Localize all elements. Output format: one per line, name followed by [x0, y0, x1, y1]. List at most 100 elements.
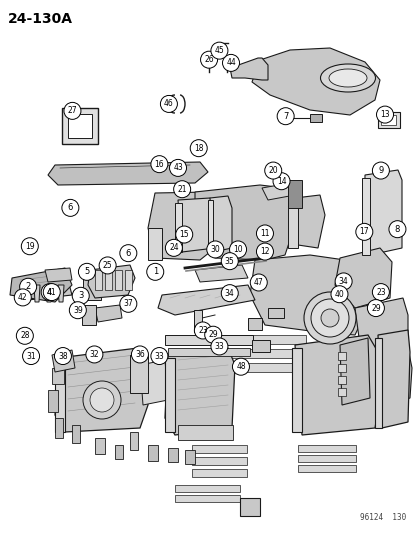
Polygon shape	[261, 183, 294, 200]
Polygon shape	[95, 305, 122, 322]
Ellipse shape	[328, 69, 366, 87]
Bar	[130, 432, 138, 450]
Text: 48: 48	[235, 362, 245, 371]
Bar	[192, 445, 247, 453]
Circle shape	[119, 295, 137, 312]
Circle shape	[16, 327, 33, 344]
Bar	[105, 270, 112, 290]
Bar	[218, 349, 305, 358]
Circle shape	[330, 286, 347, 303]
Polygon shape	[165, 348, 235, 435]
Bar	[218, 335, 305, 344]
Polygon shape	[287, 198, 297, 248]
Text: 17: 17	[358, 228, 368, 236]
Text: 28: 28	[20, 332, 29, 340]
Polygon shape	[52, 350, 75, 372]
Polygon shape	[294, 195, 324, 248]
Circle shape	[99, 257, 116, 274]
Circle shape	[165, 239, 182, 256]
Bar	[125, 270, 132, 290]
Bar	[130, 355, 147, 393]
Text: 10: 10	[233, 245, 242, 254]
Bar	[175, 485, 240, 492]
Text: 33: 33	[214, 342, 224, 351]
Circle shape	[232, 358, 249, 375]
Text: 38: 38	[58, 352, 68, 360]
Circle shape	[14, 289, 31, 306]
Circle shape	[222, 54, 239, 71]
Text: 39: 39	[73, 306, 83, 314]
Circle shape	[72, 287, 89, 304]
Polygon shape	[10, 268, 72, 302]
Bar	[192, 469, 247, 477]
Circle shape	[175, 226, 192, 243]
Bar	[168, 448, 178, 462]
Text: 3: 3	[78, 292, 83, 300]
Bar	[337, 352, 345, 360]
Circle shape	[19, 278, 37, 295]
Bar	[82, 305, 96, 325]
Bar	[194, 310, 202, 332]
Polygon shape	[18, 280, 72, 300]
Bar	[240, 498, 259, 516]
Polygon shape	[147, 192, 214, 260]
Text: 6: 6	[68, 204, 73, 212]
Text: 33: 33	[154, 352, 164, 360]
Text: 96124  130: 96124 130	[359, 513, 405, 522]
Text: 40: 40	[334, 290, 344, 298]
Text: 25: 25	[102, 261, 112, 270]
Circle shape	[276, 108, 294, 125]
Text: 26: 26	[204, 55, 214, 64]
Text: 1: 1	[152, 268, 157, 276]
Text: 37: 37	[123, 300, 133, 308]
Circle shape	[22, 348, 40, 365]
Circle shape	[366, 300, 384, 317]
Circle shape	[21, 238, 38, 255]
Text: 34: 34	[224, 289, 234, 297]
Circle shape	[160, 95, 177, 112]
Polygon shape	[55, 358, 65, 432]
Polygon shape	[384, 348, 411, 405]
Circle shape	[334, 273, 351, 290]
Polygon shape	[140, 360, 168, 405]
Circle shape	[256, 225, 273, 242]
Bar	[218, 363, 305, 372]
Circle shape	[264, 162, 281, 179]
Bar	[192, 457, 247, 465]
Text: 27: 27	[67, 107, 77, 115]
Text: 24-130A: 24-130A	[8, 12, 73, 26]
Polygon shape	[34, 285, 40, 302]
Ellipse shape	[320, 64, 375, 92]
Bar	[175, 495, 240, 502]
Polygon shape	[45, 268, 72, 282]
Bar	[380, 115, 395, 125]
Circle shape	[256, 243, 273, 260]
Text: 7: 7	[282, 112, 287, 120]
Circle shape	[375, 106, 393, 123]
Bar	[297, 445, 355, 452]
Text: 29: 29	[370, 304, 380, 312]
Bar	[287, 180, 301, 208]
Circle shape	[146, 263, 164, 280]
Bar	[147, 445, 158, 461]
Bar	[178, 425, 233, 440]
Text: 4: 4	[47, 288, 52, 296]
Polygon shape	[291, 348, 301, 432]
Circle shape	[41, 284, 58, 301]
Ellipse shape	[303, 292, 355, 344]
Ellipse shape	[320, 309, 338, 327]
Bar	[55, 418, 63, 438]
Polygon shape	[22, 285, 28, 302]
Text: 46: 46	[164, 100, 173, 108]
Circle shape	[173, 181, 190, 198]
Text: 30: 30	[210, 245, 220, 254]
Polygon shape	[195, 265, 247, 282]
Polygon shape	[88, 265, 135, 298]
Circle shape	[69, 302, 86, 319]
Polygon shape	[55, 348, 147, 432]
Circle shape	[221, 253, 238, 270]
Text: 43: 43	[173, 164, 183, 172]
Text: 11: 11	[260, 229, 269, 238]
Text: 6: 6	[126, 249, 131, 257]
Text: 5: 5	[84, 268, 89, 276]
